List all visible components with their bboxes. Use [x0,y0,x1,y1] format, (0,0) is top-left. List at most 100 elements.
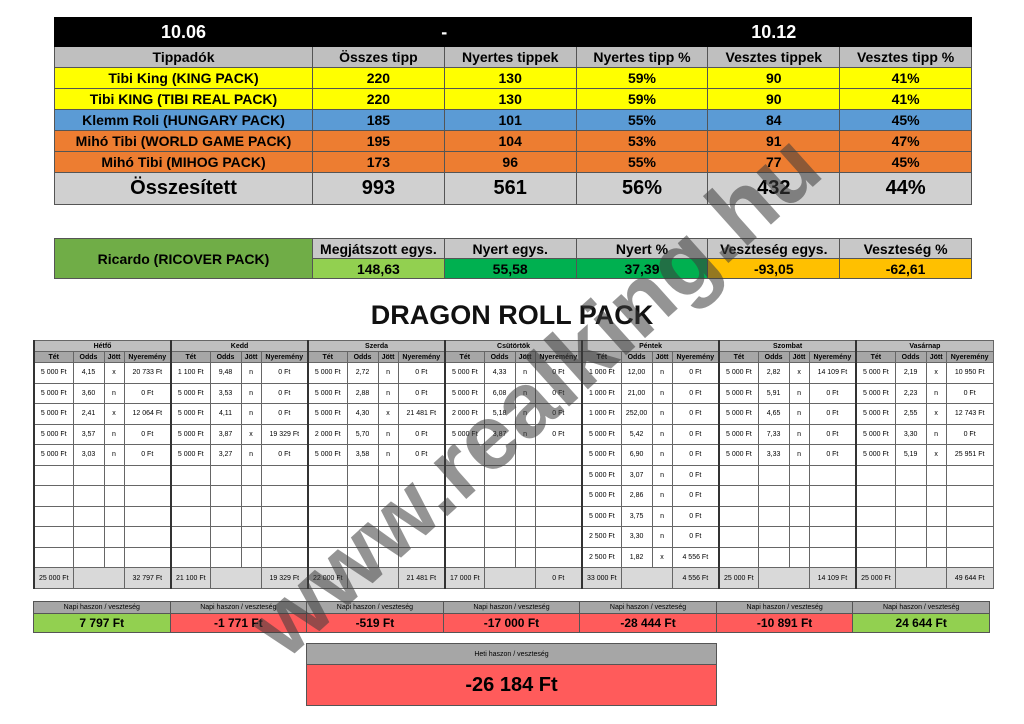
column-header: Jött [651,351,673,363]
stake-cell [718,464,759,486]
result-cell: n [514,362,536,384]
result-cell [925,546,947,568]
odds-cell [72,464,105,486]
result-cell [514,444,536,466]
result-cell [240,464,262,486]
tipster-name: Mihó Tibi (WORLD GAME PACK) [54,130,313,152]
stake-cell: 5 000 Ft [444,362,485,384]
odds-cell [346,505,379,527]
odds-cell: 5,91 [757,382,790,404]
stake-cell: 5 000 Ft [581,423,622,445]
ricardo-table: Ricardo (RICOVER PACK) Megjátszott egys. N… [54,238,972,279]
ricardo-header: Nyert egys. [443,238,577,259]
result-cell: n [377,423,399,445]
total-winnings: 14 109 Ft [808,567,857,589]
stake-cell: 1 000 Ft [581,382,622,404]
daily-profit-value: 7 797 Ft [33,613,171,633]
result-cell: n [240,362,262,384]
stake-cell [33,546,74,568]
column-header: Összes tipp [312,46,445,68]
column-header: Jött [788,351,810,363]
daily-label-row: Napi haszon / veszteség Napi haszon / ves… [33,601,990,614]
winnings-cell [945,505,994,527]
result-cell [103,464,125,486]
stake-cell [444,505,485,527]
odds-cell [757,485,790,507]
odds-cell: 3,30 [894,423,927,445]
odds-cell [757,464,790,486]
winnings-cell [123,505,172,527]
odds-cell [483,444,516,466]
summary-cell: 77 [707,151,841,173]
odds-cell: 2,72 [346,362,379,384]
result-cell: n [377,362,399,384]
odds-cell [483,526,516,548]
column-header: Nyeremény [808,351,857,363]
summary-cell: 47% [839,130,972,152]
summary-row: Mihó Tibi (WORLD GAME PACK) 195 104 53% 91 47… [54,130,972,152]
odds-cell [209,505,242,527]
total-cell: 56% [575,172,709,205]
bet-row: 2 500 Ft 3,30 n 0 Ft [33,526,994,548]
day-name: Szerda [307,340,446,352]
total-cell: 993 [312,172,445,205]
tipster-name: Klemm Roli (HUNGARY PACK) [54,109,313,131]
winnings-cell [397,546,446,568]
odds-cell [483,485,516,507]
winnings-cell: 0 Ft [534,403,583,425]
column-header-row: Tét Odds Jött Nyeremény Tét Odds Jött Nyeremény… [33,351,994,363]
winnings-cell [945,485,994,507]
odds-cell [483,505,516,527]
summary-row: Mihó Tibi (MIHOG PACK) 173 96 55% 77 45% [54,151,972,173]
winnings-cell: 0 Ft [808,382,857,404]
stake-cell: 5 000 Ft [33,382,74,404]
result-cell: n [514,403,536,425]
winnings-cell [123,526,172,548]
result-cell [788,505,810,527]
winnings-cell [945,526,994,548]
column-header: Tét [855,351,896,363]
stake-cell: 5 000 Ft [170,444,211,466]
stake-cell: 2 500 Ft [581,526,622,548]
stake-cell [170,505,211,527]
winnings-cell: 0 Ft [671,423,720,445]
winnings-cell: 0 Ft [260,362,309,384]
ricardo-value: 37,39 [575,258,709,279]
stake-cell: 5 000 Ft [307,403,348,425]
stake-cell [444,546,485,568]
day-name: Vasárnap [855,340,994,352]
result-cell [103,546,125,568]
winnings-cell: 10 950 Ft [945,362,994,384]
result-cell [240,526,262,548]
stake-cell [307,526,348,548]
total-winnings: 21 481 Ft [397,567,446,589]
summary-cell: 220 [312,88,445,110]
odds-cell: 3,57 [72,423,105,445]
result-cell: x [103,403,125,425]
winnings-cell: 0 Ft [534,423,583,445]
result-cell [377,505,399,527]
odds-cell: 5,42 [620,423,653,445]
result-cell: n [103,423,125,445]
summary-cell: 96 [443,151,577,173]
result-cell [925,526,947,548]
stake-cell [444,526,485,548]
weekly-profit-table: Heti haszon / veszteség -26 184 Ft [306,643,717,706]
stake-cell: 5 000 Ft [718,362,759,384]
result-cell: x [925,362,947,384]
odds-cell: 2,41 [72,403,105,425]
summary-cell: 91 [707,130,841,152]
odds-cell [757,526,790,548]
winnings-cell [123,546,172,568]
odds-cell: 3,87 [209,423,242,445]
odds-cell: 2,88 [346,382,379,404]
stake-cell [307,505,348,527]
stake-cell: 5 000 Ft [718,403,759,425]
bet-row: 5 000 Ft 2,41 x 12 064 Ft 5 000 Ft 4,11 n 0 Ft 5… [33,403,994,425]
odds-cell [209,546,242,568]
winnings-cell: 0 Ft [534,382,583,404]
result-cell: n [240,382,262,404]
odds-cell [346,526,379,548]
result-cell: n [514,423,536,445]
result-cell: n [240,444,262,466]
